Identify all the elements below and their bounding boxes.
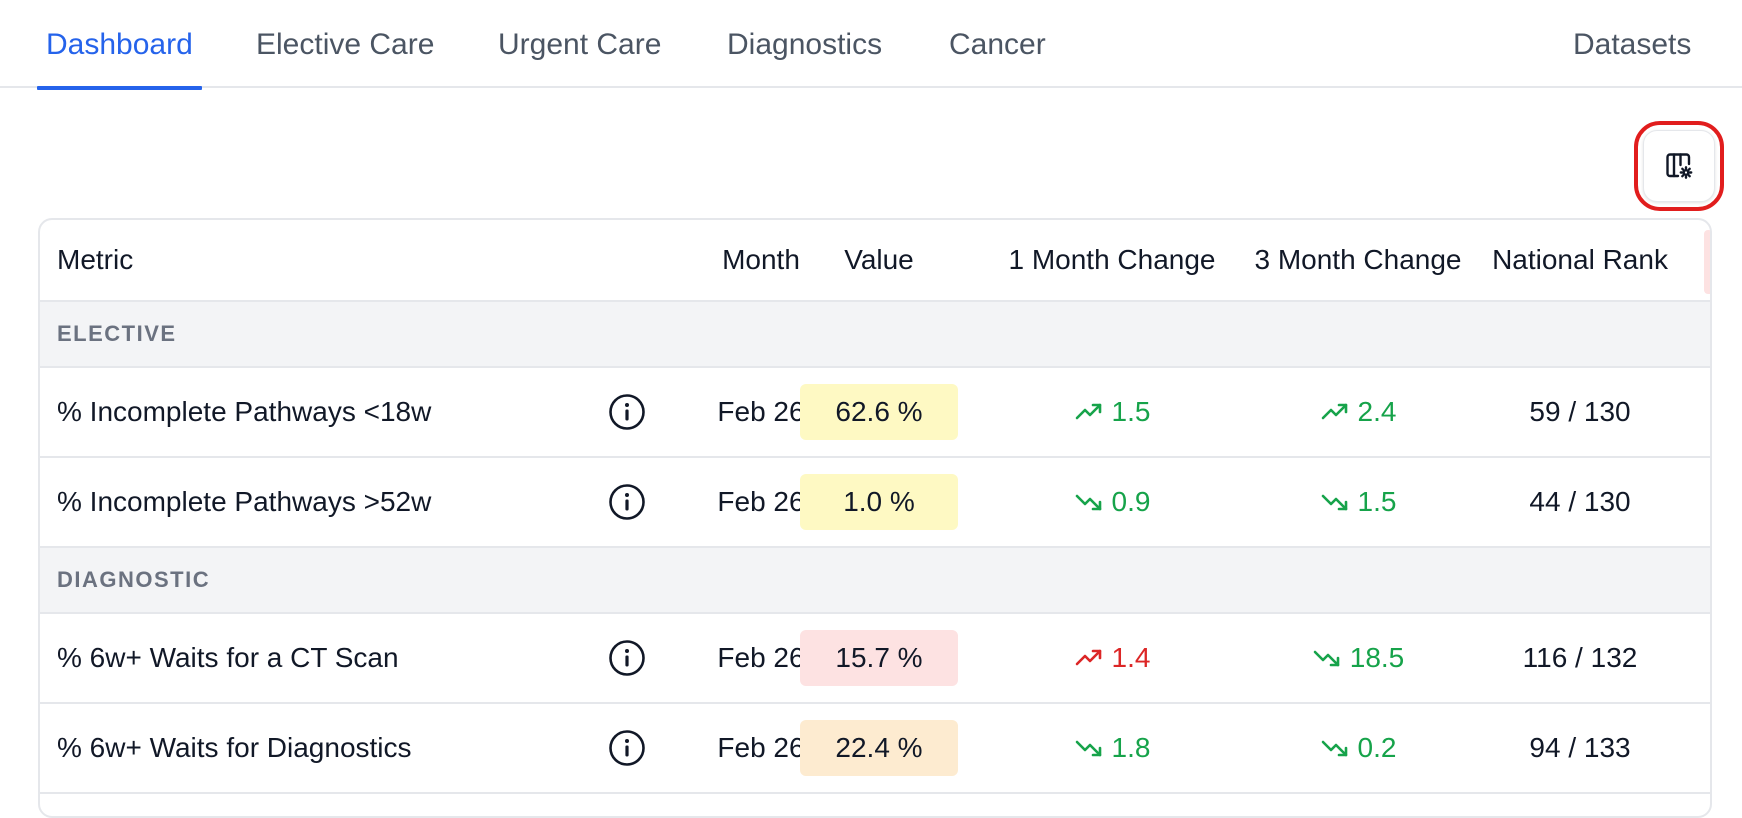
national-rank: 44 / 130	[1529, 486, 1631, 517]
tab-dashboard[interactable]: Dashboard	[37, 28, 202, 90]
change-value: 1.5	[1111, 396, 1151, 427]
trend-down-icon	[1320, 491, 1350, 513]
change-3-month: 2.4	[1320, 396, 1397, 428]
value-badge: 22.4 %	[800, 720, 958, 776]
month-value: Feb 26	[717, 642, 805, 673]
table-row[interactable]: % 6w+ Waits for Diagnostics Feb 26 22.4 …	[40, 704, 1710, 794]
metric-name: % 6w+ Waits for Diagnostics	[57, 732, 412, 763]
value-badge: 62.6 %	[800, 384, 958, 440]
table-row[interactable]: % 6w+ Waits for a CT Scan Feb 26 15.7 % …	[40, 614, 1710, 704]
change-value: 0.2	[1357, 732, 1397, 763]
change-1-month: 0.9	[1074, 486, 1151, 518]
change-1-month: 1.8	[1074, 732, 1151, 764]
info-icon[interactable]	[608, 393, 646, 431]
info-icon[interactable]	[608, 483, 646, 521]
change-value: 1.5	[1357, 486, 1397, 517]
top-nav: Dashboard Elective Care Urgent Care Diag…	[0, 0, 1742, 90]
trend-down-icon	[1320, 737, 1350, 759]
table-row[interactable]: % Incomplete Pathways >52w Feb 26 1.0 % …	[40, 458, 1710, 548]
section-header-elective: ELECTIVE	[40, 302, 1710, 368]
month-value: Feb 26	[717, 396, 805, 427]
info-icon[interactable]	[608, 639, 646, 677]
metrics-table: Metric Month Value 1 Month Change 3 Mont…	[38, 218, 1712, 818]
national-rank: 59 / 130	[1529, 396, 1631, 427]
value-badge: 15.7 %	[800, 630, 958, 686]
info-icon[interactable]	[608, 729, 646, 767]
tab-diagnostics[interactable]: Diagnostics	[727, 28, 883, 61]
trend-up-icon	[1074, 647, 1104, 669]
table-row[interactable]: % Incomplete Pathways <18w Feb 26 62.6 %…	[40, 368, 1710, 458]
trend-down-icon	[1074, 491, 1104, 513]
trend-down-icon	[1312, 647, 1342, 669]
columns-gear-icon	[1666, 153, 1693, 179]
tab-urgent-care[interactable]: Urgent Care	[498, 28, 662, 61]
trend-down-icon	[1074, 737, 1104, 759]
value-badge: 1.0 %	[800, 474, 958, 530]
header-month[interactable]: Month	[722, 244, 800, 275]
header-overflow-column	[1704, 230, 1710, 294]
tab-datasets[interactable]: Datasets	[1573, 28, 1692, 61]
tab-elective-care[interactable]: Elective Care	[256, 28, 435, 61]
header-value[interactable]: Value	[844, 244, 914, 275]
change-value: 2.4	[1357, 396, 1397, 427]
section-label: DIAGNOSTIC	[57, 567, 211, 592]
metric-name: % 6w+ Waits for a CT Scan	[57, 642, 399, 673]
header-national-rank[interactable]: National Rank	[1492, 244, 1668, 275]
national-rank: 94 / 133	[1529, 732, 1631, 763]
month-value: Feb 26	[717, 732, 805, 763]
change-1-month: 1.4	[1074, 642, 1151, 674]
metric-name: % Incomplete Pathways >52w	[57, 486, 432, 517]
change-value: 1.4	[1111, 642, 1151, 673]
change-3-month: 1.5	[1320, 486, 1397, 518]
header-3-month-change[interactable]: 3 Month Change	[1254, 244, 1462, 275]
change-3-month: 0.2	[1320, 732, 1397, 764]
column-settings-highlight	[1634, 121, 1724, 211]
change-1-month: 1.5	[1074, 396, 1151, 428]
national-rank: 116 / 132	[1522, 642, 1638, 673]
tab-cancer[interactable]: Cancer	[949, 28, 1046, 61]
metric-name: % Incomplete Pathways <18w	[57, 396, 432, 427]
section-header-diagnostic: DIAGNOSTIC	[40, 548, 1710, 614]
change-3-month: 18.5	[1312, 642, 1405, 674]
table-header: Metric Month Value 1 Month Change 3 Mont…	[40, 220, 1710, 302]
column-settings-button[interactable]	[1643, 130, 1715, 202]
change-value: 18.5	[1349, 642, 1405, 673]
trend-up-icon	[1320, 401, 1350, 423]
section-label: ELECTIVE	[57, 321, 177, 346]
header-metric[interactable]: Metric	[57, 244, 134, 275]
trend-up-icon	[1074, 401, 1104, 423]
header-1-month-change[interactable]: 1 Month Change	[1008, 244, 1216, 275]
change-value: 0.9	[1111, 486, 1151, 517]
month-value: Feb 26	[717, 486, 805, 517]
change-value: 1.8	[1111, 732, 1151, 763]
